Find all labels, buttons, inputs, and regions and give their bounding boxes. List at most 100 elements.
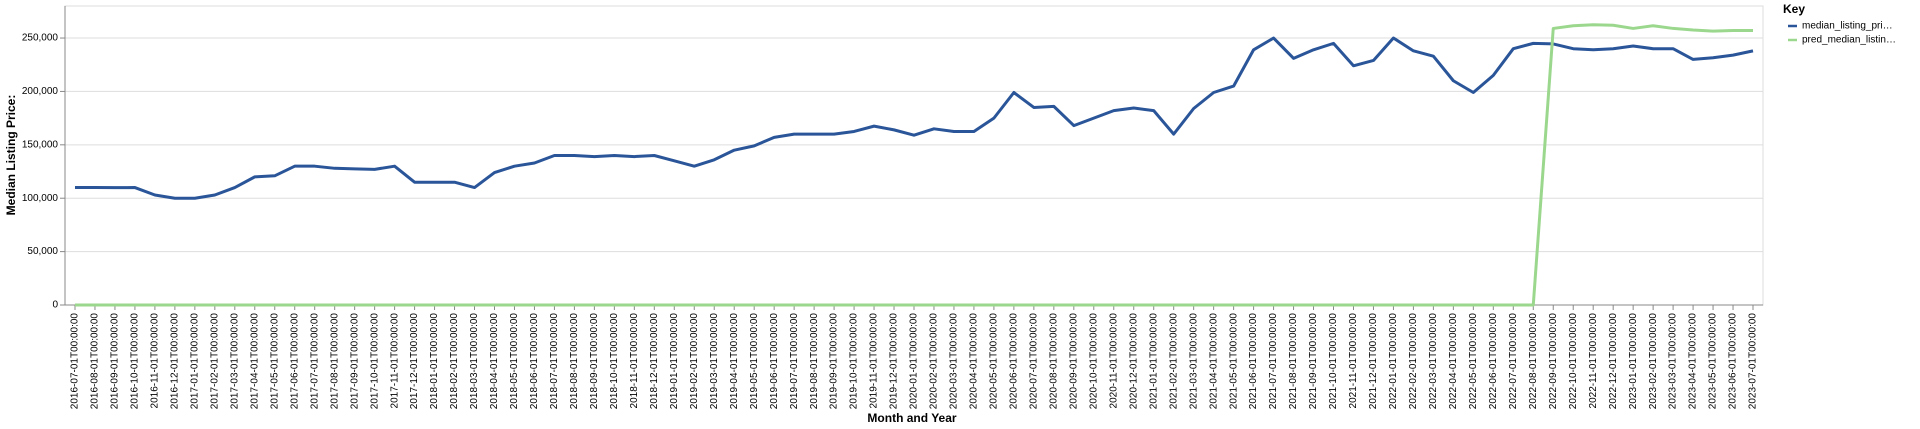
- x-tick-label: 2020-02-01T00:00:00: [929, 313, 940, 410]
- x-tick-label: 2022-11-01T00:00:00: [1588, 313, 1599, 409]
- x-tick-label: 2018-04-01T00:00:00: [489, 313, 500, 410]
- y-tick-label: 100,000: [22, 193, 59, 204]
- y-tick-label: 250,000: [22, 33, 59, 44]
- x-tick-label: 2019-11-01T00:00:00: [869, 313, 880, 409]
- x-tick-label: 2022-09-01T00:00:00: [1548, 313, 1559, 410]
- x-tick-label: 2023-06-01T00:00:00: [1728, 313, 1739, 410]
- x-tick-label: 2022-03-01T00:00:00: [1428, 313, 1439, 410]
- x-tick-label: 2019-07-01T00:00:00: [789, 313, 800, 410]
- y-axis-title: Median Listing Price:: [4, 95, 18, 216]
- x-tick-label: 2020-03-01T00:00:00: [949, 313, 960, 410]
- x-tick-label: 2017-07-01T00:00:00: [309, 313, 320, 410]
- x-tick-label: 2020-06-01T00:00:00: [1009, 313, 1020, 410]
- x-tick-label: 2020-11-01T00:00:00: [1108, 313, 1119, 409]
- x-tick-label: 2016-11-01T00:00:00: [150, 313, 161, 409]
- x-tick-label: 2018-08-01T00:00:00: [569, 313, 580, 410]
- x-tick-label: 2022-10-01T00:00:00: [1568, 313, 1579, 410]
- x-tick-label: 2021-01-01T00:00:00: [1148, 313, 1159, 410]
- x-tick-label: 2018-02-01T00:00:00: [449, 313, 460, 410]
- plot-frame: [64, 5, 1764, 306]
- x-tick-label: 2016-09-01T00:00:00: [110, 313, 121, 410]
- x-tick-label: 2023-04-01T00:00:00: [1688, 313, 1699, 410]
- x-tick-label: 2016-08-01T00:00:00: [90, 313, 101, 410]
- legend-title: Key: [1783, 2, 1805, 16]
- x-tick-label: 2020-12-01T00:00:00: [1128, 313, 1139, 410]
- x-tick-label: 2021-07-01T00:00:00: [1268, 313, 1279, 410]
- y-tick-label: 200,000: [22, 86, 59, 97]
- y-tick-label: 50,000: [27, 246, 58, 257]
- x-tick-label: 2019-08-01T00:00:00: [809, 313, 820, 410]
- x-tick-label: 2021-05-01T00:00:00: [1228, 313, 1239, 410]
- x-tick-label: 2022-06-01T00:00:00: [1488, 313, 1499, 410]
- x-tick-label: 2020-10-01T00:00:00: [1088, 313, 1099, 410]
- x-tick-label: 2017-12-01T00:00:00: [409, 313, 420, 410]
- x-tick-label: 2019-01-01T00:00:00: [669, 313, 680, 410]
- x-tick-label: 2017-06-01T00:00:00: [289, 313, 300, 410]
- x-axis-title: Month and Year: [867, 411, 956, 425]
- line: [74, 23, 1754, 307]
- x-tick-label: 2022-07-01T00:00:00: [1508, 313, 1519, 410]
- x-tick-label: 2020-01-01T00:00:00: [909, 313, 920, 410]
- x-tick-label: 2018-01-01T00:00:00: [429, 313, 440, 410]
- x-tick-label: 2020-04-01T00:00:00: [969, 313, 980, 410]
- x-tick-label: 2018-11-01T00:00:00: [629, 313, 640, 409]
- x-tick-label: 2021-12-01T00:00:00: [1368, 313, 1379, 410]
- x-tick-label: 2019-10-01T00:00:00: [849, 313, 860, 410]
- x-tick-label: 2019-04-01T00:00:00: [729, 313, 740, 410]
- x-tick-label: 2022-12-01T00:00:00: [1608, 313, 1619, 410]
- x-tick-label: 2019-02-01T00:00:00: [689, 313, 700, 410]
- x-tick-label: 2018-12-01T00:00:00: [649, 313, 660, 410]
- x-tick-label: 2017-03-01T00:00:00: [229, 313, 240, 410]
- y-tick-label: 0: [52, 300, 58, 311]
- x-tick-label: 2018-09-01T00:00:00: [589, 313, 600, 410]
- x-tick-label: 2020-07-01T00:00:00: [1028, 313, 1039, 410]
- x-tick-label: 2022-04-01T00:00:00: [1448, 313, 1459, 410]
- x-tick-label: 2021-04-01T00:00:00: [1208, 313, 1219, 410]
- x-tick-label: 2016-12-01T00:00:00: [170, 313, 181, 410]
- x-tick-label: 2020-05-01T00:00:00: [989, 313, 1000, 410]
- x-tick-label: 2019-06-01T00:00:00: [769, 313, 780, 410]
- x-tick-label: 2017-10-01T00:00:00: [369, 313, 380, 410]
- legend-label: pred_median_listin…: [1802, 35, 1896, 46]
- x-tick-label: 2023-07-01T00:00:00: [1748, 313, 1759, 410]
- x-tick-label: 2017-04-01T00:00:00: [249, 313, 260, 410]
- x-tick-label: 2022-02-01T00:00:00: [1408, 313, 1419, 410]
- x-tick-label: 2020-08-01T00:00:00: [1048, 313, 1059, 410]
- x-tick-label: 2021-02-01T00:00:00: [1168, 313, 1179, 410]
- x-tick-label: 2021-06-01T00:00:00: [1248, 313, 1259, 410]
- x-tick-label: 2023-01-01T00:00:00: [1628, 313, 1639, 410]
- x-tick-label: 2019-09-01T00:00:00: [829, 313, 840, 410]
- x-tick-label: 2019-03-01T00:00:00: [709, 313, 720, 410]
- x-tick-label: 2023-02-01T00:00:00: [1648, 313, 1659, 410]
- x-tick-label: 2017-01-01T00:00:00: [189, 313, 200, 410]
- line: [74, 36, 1754, 200]
- x-tick-label: 2017-11-01T00:00:00: [389, 313, 400, 409]
- x-tick-label: 2019-12-01T00:00:00: [889, 313, 900, 410]
- x-tick-label: 2023-03-01T00:00:00: [1668, 313, 1679, 410]
- y-tick-label: 150,000: [22, 139, 59, 150]
- x-tick-label: 2022-08-01T00:00:00: [1528, 313, 1539, 410]
- x-tick-label: 2017-02-01T00:00:00: [209, 313, 220, 410]
- x-tick-label: 2019-05-01T00:00:00: [749, 313, 760, 410]
- x-tick-label: 2017-09-01T00:00:00: [349, 313, 360, 410]
- x-tick-label: 2021-11-01T00:00:00: [1348, 313, 1359, 409]
- x-tick-label: 2020-09-01T00:00:00: [1068, 313, 1079, 410]
- x-tick-label: 2021-08-01T00:00:00: [1288, 313, 1299, 410]
- x-tick-label: 2021-09-01T00:00:00: [1308, 313, 1319, 410]
- x-tick-label: 2018-10-01T00:00:00: [609, 313, 620, 410]
- x-tick-label: 2017-08-01T00:00:00: [329, 313, 340, 410]
- x-tick-label: 2016-10-01T00:00:00: [130, 313, 141, 410]
- x-tick-label: 2022-01-01T00:00:00: [1388, 313, 1399, 410]
- legend-label: median_listing_pri…: [1802, 21, 1893, 32]
- x-tick-label: 2016-07-01T00:00:00: [70, 313, 81, 410]
- x-tick-label: 2021-03-01T00:00:00: [1188, 313, 1199, 410]
- x-tick-label: 2022-05-01T00:00:00: [1468, 313, 1479, 410]
- x-tick-label: 2018-06-01T00:00:00: [529, 313, 540, 410]
- x-tick-label: 2017-05-01T00:00:00: [269, 313, 280, 410]
- x-tick-label: 2018-03-01T00:00:00: [469, 313, 480, 410]
- x-tick-label: 2018-05-01T00:00:00: [509, 313, 520, 410]
- x-tick-label: 2023-05-01T00:00:00: [1708, 313, 1719, 410]
- x-tick-label: 2018-07-01T00:00:00: [549, 313, 560, 410]
